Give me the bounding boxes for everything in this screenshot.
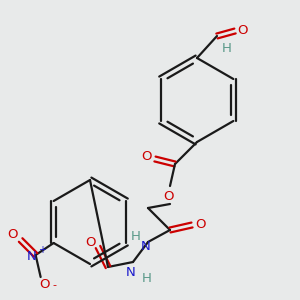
Text: O: O — [8, 229, 18, 242]
Text: H: H — [222, 41, 232, 55]
Text: -: - — [52, 280, 57, 290]
Text: O: O — [164, 190, 174, 202]
Text: H: H — [142, 272, 152, 284]
Text: O: O — [237, 25, 247, 38]
Text: O: O — [195, 218, 205, 232]
Text: H: H — [131, 230, 141, 242]
Text: O: O — [39, 278, 50, 292]
Text: O: O — [142, 151, 152, 164]
Text: N: N — [126, 266, 136, 278]
Text: N: N — [141, 239, 151, 253]
Text: O: O — [85, 236, 95, 248]
Text: +: + — [38, 245, 46, 255]
Text: N: N — [27, 250, 37, 263]
